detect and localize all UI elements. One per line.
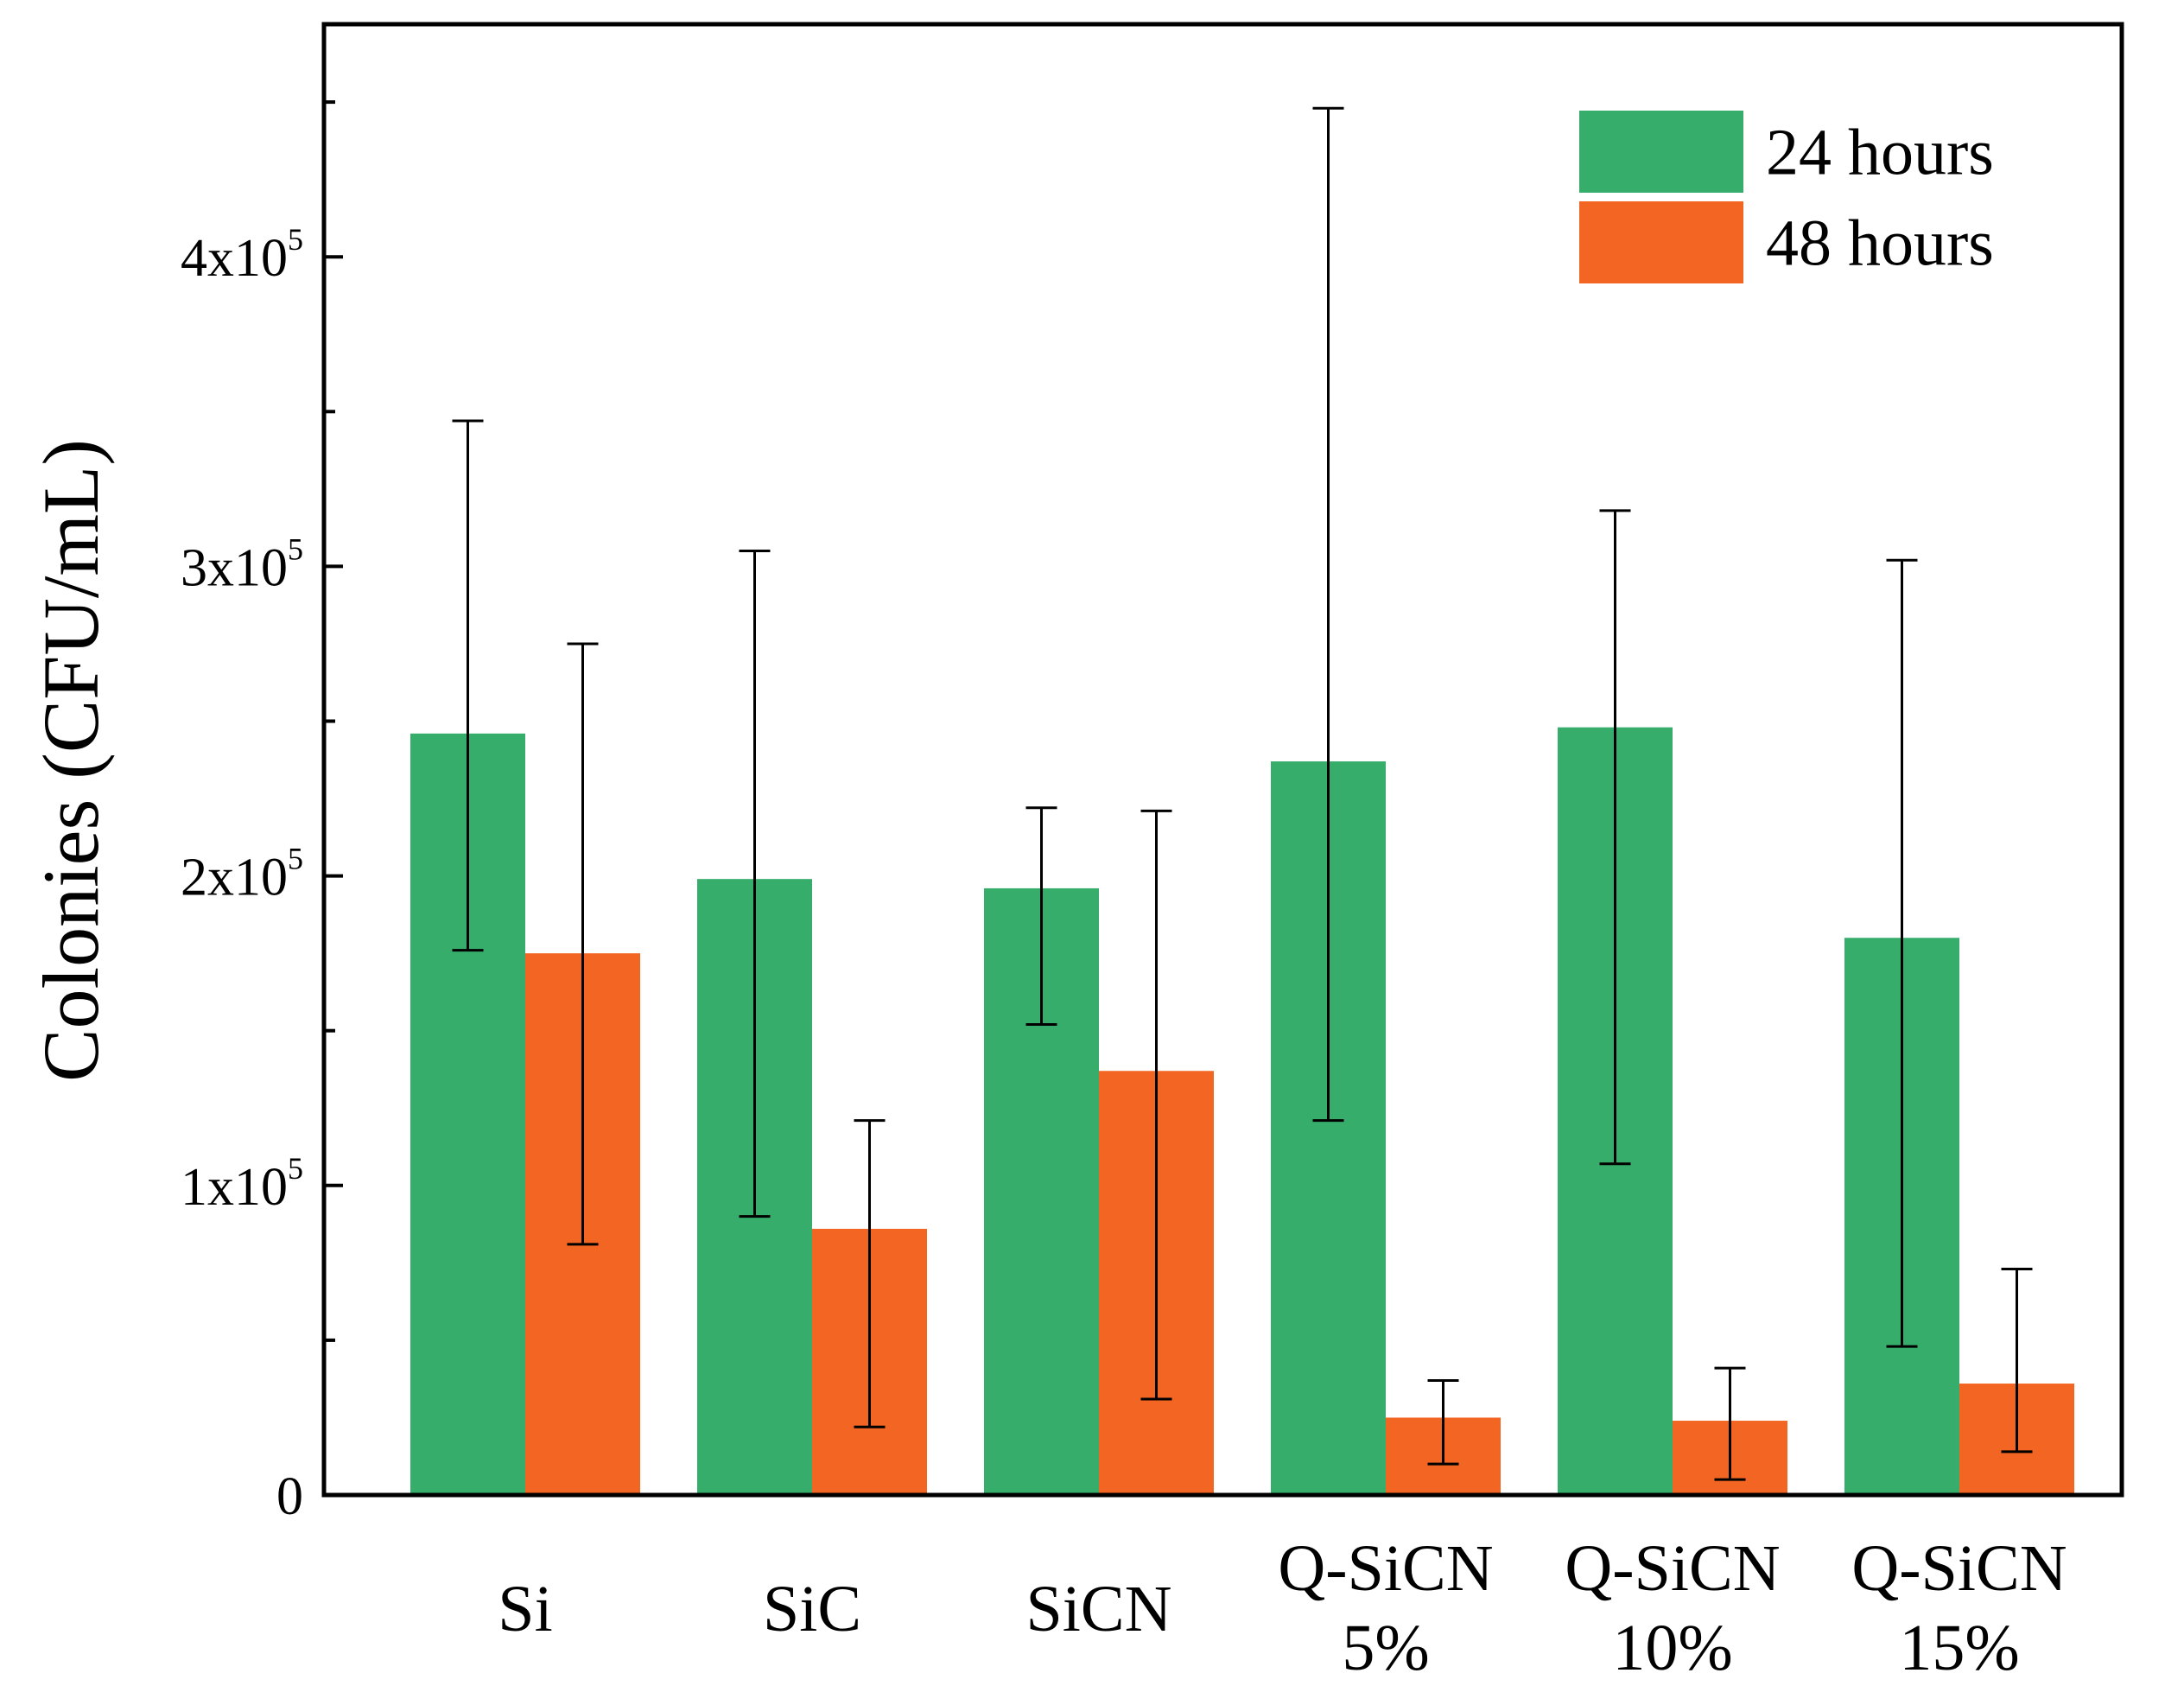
x-category-label-2: SiCN <box>1026 1573 1172 1645</box>
y-tick-label-3: 3x105 <box>181 531 303 597</box>
legend: 24 hours 48 hours <box>1579 111 1994 283</box>
y-tick-label-1: 1x105 <box>181 1151 303 1217</box>
y-axis-title: Colonies (CFU/mL) <box>27 439 115 1082</box>
plot-area-frame <box>321 22 2124 1498</box>
x-category-label-5: Q-SiCN 15% <box>1851 1532 2067 1684</box>
x-category-label-4: Q-SiCN 10% <box>1565 1532 1780 1684</box>
legend-swatch-24h <box>1579 111 1743 193</box>
legend-label-48h: 48 hours <box>1766 207 1994 280</box>
y-tick-label-2: 2x105 <box>181 842 303 907</box>
y-tick-label-4: 4x105 <box>181 222 303 288</box>
error-bars-layer <box>452 106 2033 1481</box>
bars-layer <box>410 727 2074 1495</box>
x-category-label-0: Si <box>498 1573 552 1645</box>
x-category-label-1: SiC <box>763 1573 861 1645</box>
legend-swatch-48h <box>1579 201 1743 283</box>
legend-label-24h: 24 hours <box>1766 117 1994 189</box>
y-tick-label-0: 0 <box>276 1467 303 1526</box>
y-axis-ticks: 0 1x105 2x105 3x105 4x105 <box>181 100 343 1526</box>
x-category-label-3: Q-SiCN 5% <box>1278 1532 1493 1684</box>
x-axis-category-labels: Si SiC SiCN Q-SiCN 5% Q-SiCN 10% Q-SiCN 15% <box>498 1532 2067 1684</box>
